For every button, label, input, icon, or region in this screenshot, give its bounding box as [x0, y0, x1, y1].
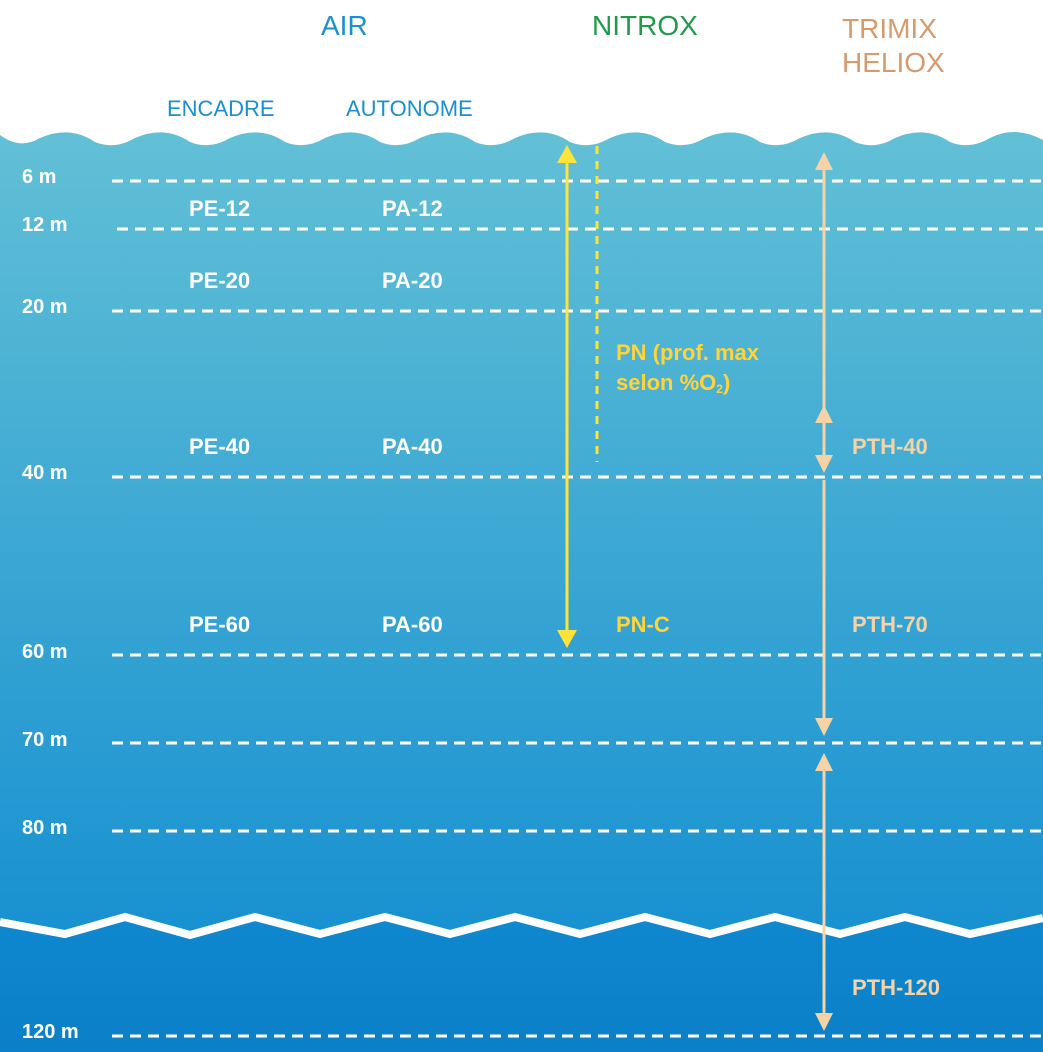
- level-pa-40: PA-40: [382, 434, 443, 459]
- depth-label-120: 120 m: [22, 1021, 79, 1043]
- depth-label-60: 60 m: [22, 641, 68, 663]
- header-heliox: HELIOX: [842, 47, 945, 78]
- pn-label-line2-text: selon %O: [616, 370, 717, 395]
- level-pe-60: PE-60: [189, 612, 251, 637]
- level-pe-20: PE-20: [189, 268, 251, 293]
- level-pa-20: PA-20: [382, 268, 443, 293]
- depth-label-40: 40 m: [22, 462, 68, 484]
- pn-label-o2-subscript: 2: [716, 382, 723, 396]
- water-surface: [0, 131, 1043, 1052]
- pth-120-label: PTH-120: [852, 975, 941, 1000]
- header-autonome: AUTONOME: [346, 96, 473, 121]
- depth-label-80: 80 m: [22, 817, 68, 839]
- pth40-inner-arrow: [815, 405, 833, 423]
- pth-40-label: PTH-40: [852, 434, 928, 459]
- pn-c-label: PN-C: [616, 612, 670, 637]
- level-pe-40: PE-40: [189, 434, 251, 459]
- header-trimix: TRIMIX: [842, 13, 937, 44]
- nitrox-range-arrow: [557, 145, 577, 648]
- level-pa-60: PA-60: [382, 612, 443, 637]
- pth120-range-arrow: [815, 753, 833, 1031]
- header-encadre: ENCADRE: [167, 96, 275, 121]
- header-nitrox: NITROX: [592, 10, 698, 41]
- deep-water-section: [0, 917, 1043, 1052]
- depth-break-line: [0, 912, 1043, 940]
- pn-label: PN (prof. max selon %O2): [616, 338, 759, 404]
- depth-label-6: 6 m: [22, 166, 57, 188]
- pth-70-label: PTH-70: [852, 612, 928, 637]
- depth-label-70: 70 m: [22, 729, 68, 751]
- depth-label-12: 12 m: [22, 214, 68, 236]
- level-pe-12: PE-12: [189, 196, 251, 221]
- pn-label-line1: PN (prof. max: [616, 340, 760, 365]
- header-air: AIR: [321, 10, 368, 41]
- pn-label-line2: selon %O2): [616, 368, 759, 404]
- pth70-range-arrow: [815, 480, 833, 736]
- level-pa-12: PA-12: [382, 196, 443, 221]
- pn-label-line2-close: ): [722, 370, 731, 395]
- depth-label-20: 20 m: [22, 296, 68, 318]
